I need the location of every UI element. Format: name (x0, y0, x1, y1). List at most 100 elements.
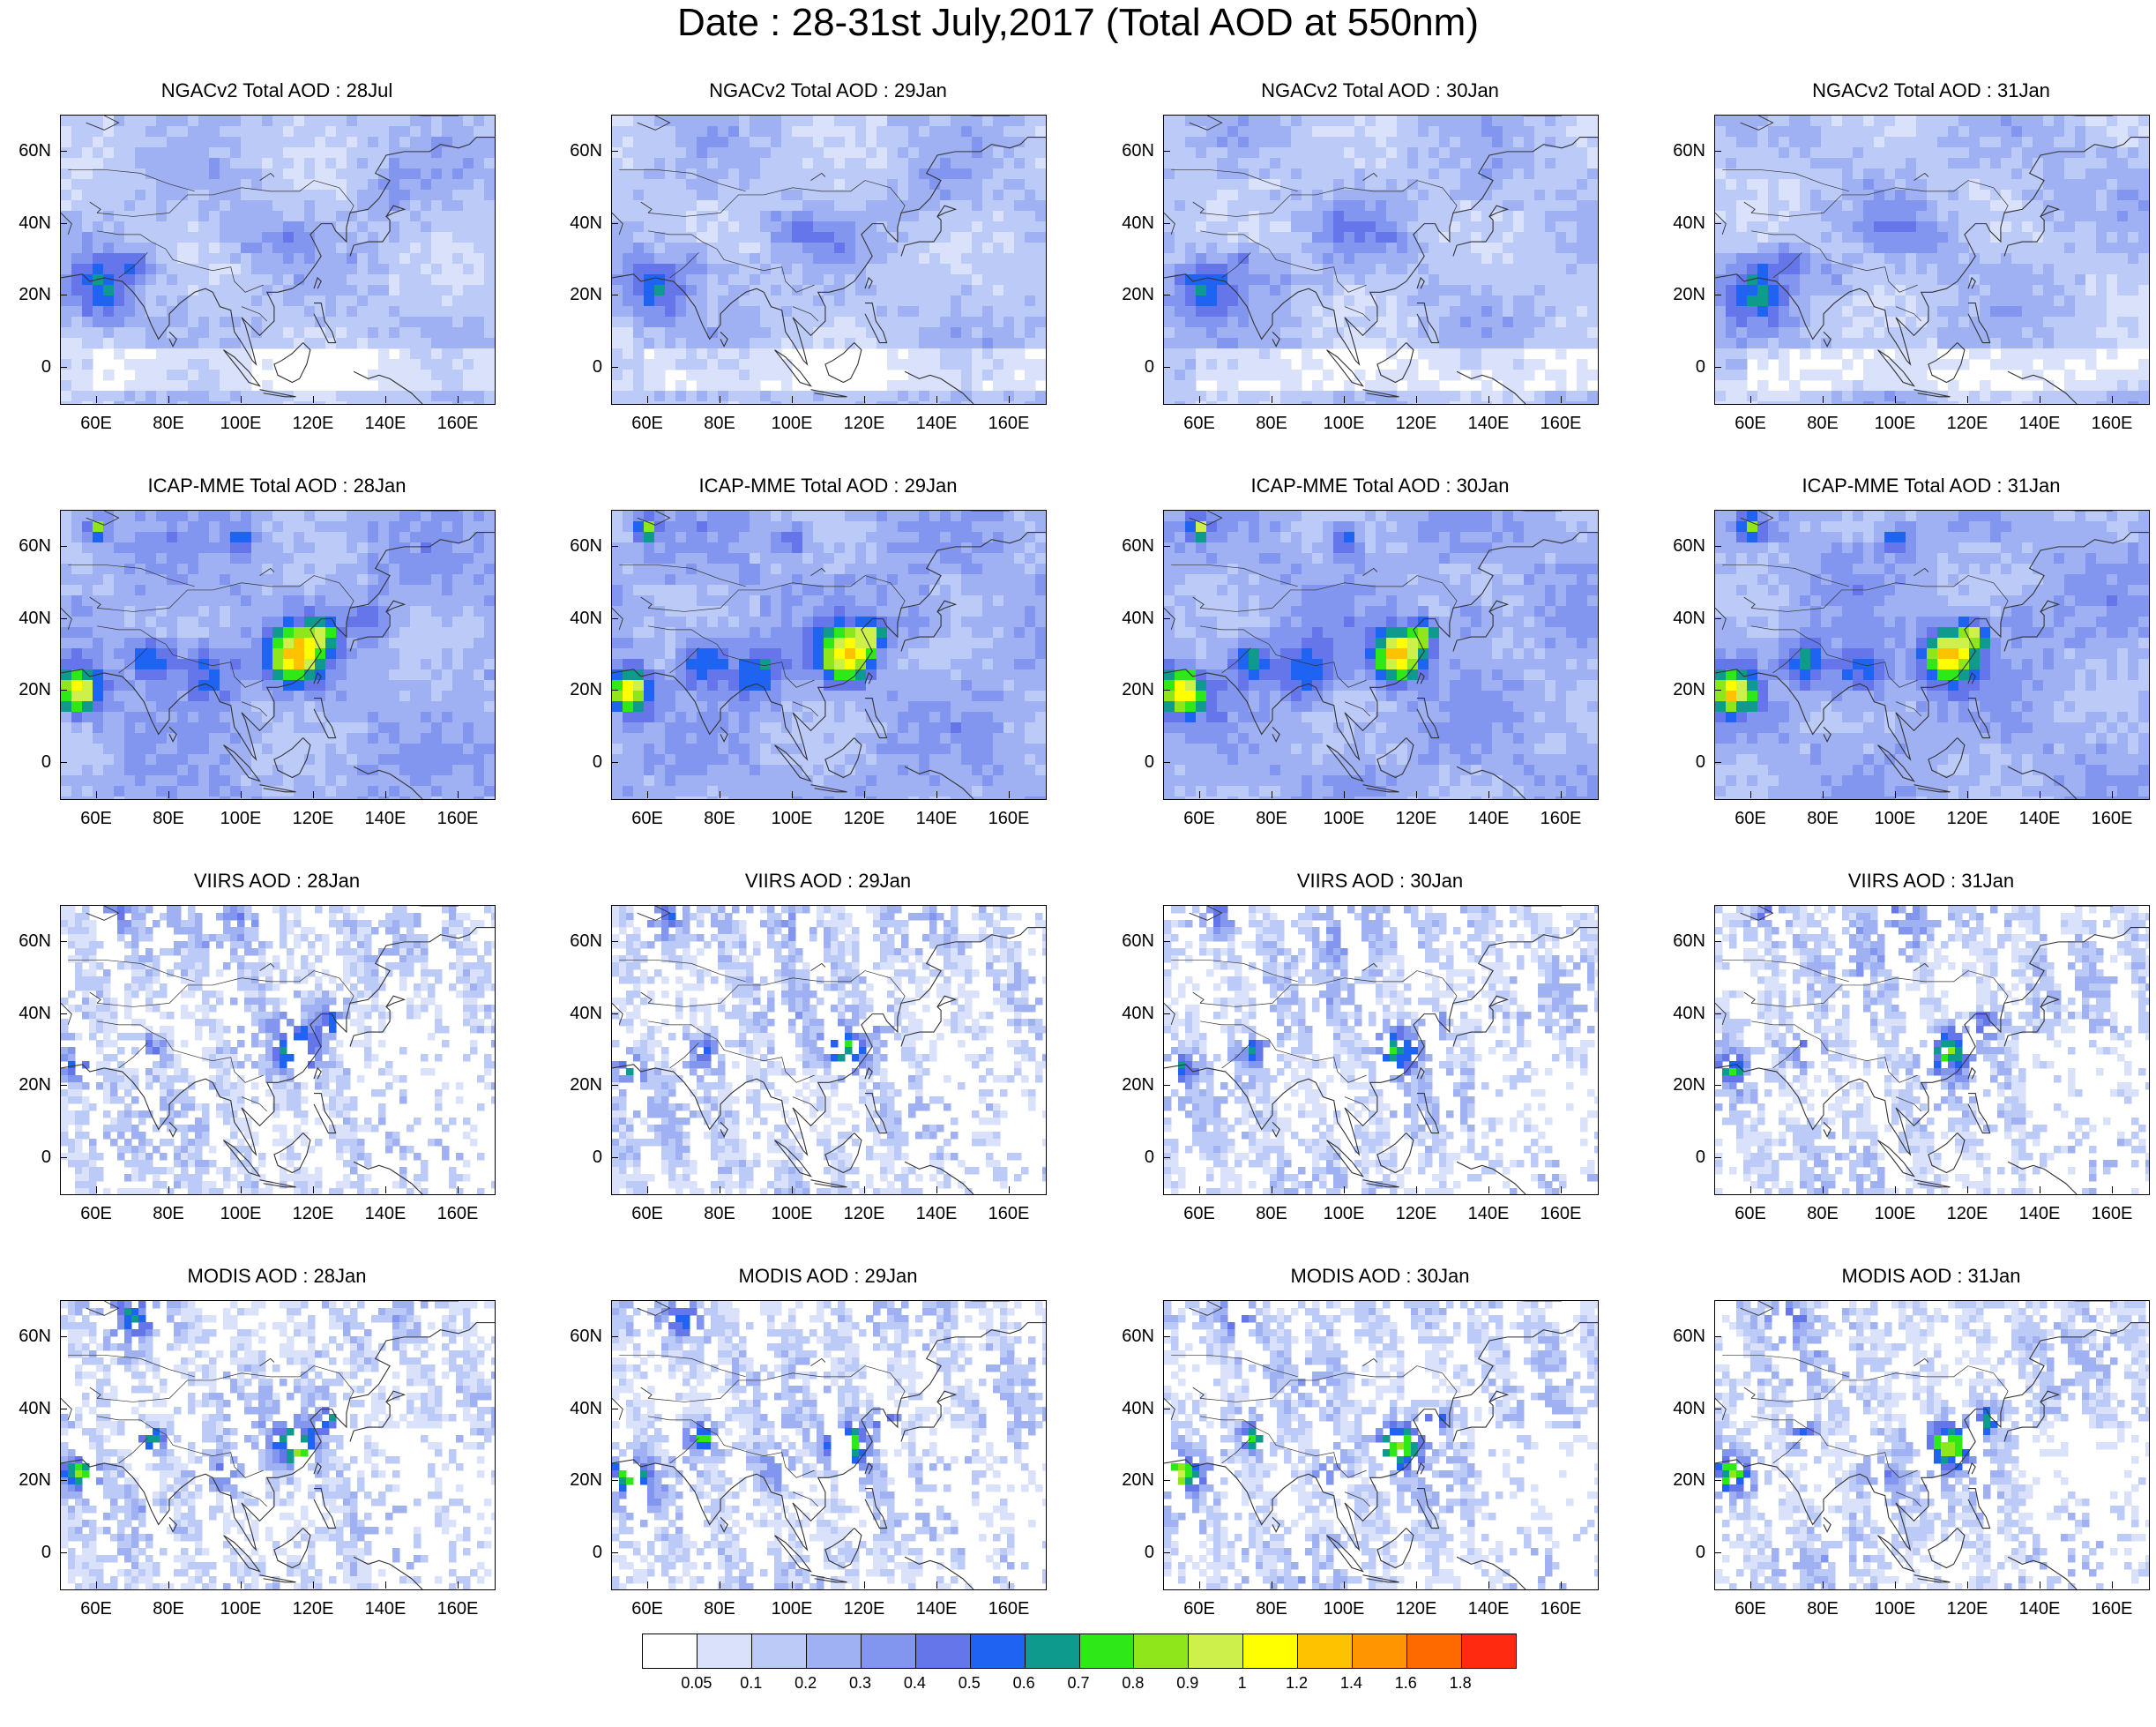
lat-tick-mark (611, 617, 618, 619)
lon-tick-mark (1199, 1186, 1200, 1193)
lon-tick-label: 160E (988, 1204, 1030, 1223)
country-border (647, 1365, 906, 1402)
lat-tick-label: 60N (19, 140, 51, 161)
lon-tick-label: 140E (2018, 1599, 2061, 1619)
lake-outline (1715, 608, 1727, 631)
aod-field (61, 511, 495, 799)
lat-tick-mark (1714, 545, 1721, 547)
coastline (61, 1321, 495, 1551)
lake-outline (1164, 213, 1175, 236)
map-panel (611, 1300, 1047, 1590)
lat-tick-mark (1163, 367, 1170, 369)
lon-tick-label: 60E (80, 809, 112, 828)
lake-outline (640, 1387, 653, 1399)
lake-outline (1914, 567, 1929, 576)
lat-tick-mark (1714, 367, 1721, 369)
lon-tick-label: 120E (843, 809, 885, 828)
coastline (612, 531, 1046, 761)
colorbar-swatch (1189, 1634, 1244, 1668)
lat-tick-mark (60, 367, 67, 369)
coastline (1456, 370, 1526, 404)
lat-tick-mark (60, 1480, 67, 1482)
country-border (1722, 1354, 1849, 1378)
lon-tick-label: 80E (153, 1204, 184, 1223)
lat-tick-mark (1163, 690, 1170, 692)
coastline (824, 1133, 862, 1174)
coastline (259, 1179, 296, 1188)
colorbar-label: 0.7 (1067, 1674, 1090, 1692)
lake-outline (1740, 116, 1774, 131)
lon-tick-mark (1967, 1581, 1968, 1589)
coastline (774, 1140, 812, 1178)
lake-outline (259, 1357, 275, 1366)
coastline (720, 726, 728, 743)
lat-tick-label: 40N (1122, 1003, 1154, 1023)
lake-outline (89, 596, 101, 609)
country-border (1772, 1043, 1802, 1069)
lon-tick-label: 60E (1183, 414, 1215, 433)
panel-title: MODIS AOD : 29Jan (738, 1265, 918, 1287)
lon-tick-mark (1823, 791, 1824, 798)
lon-tick-label: 120E (843, 1599, 885, 1619)
lon-tick-label: 120E (292, 1204, 334, 1223)
country-border (68, 1354, 195, 1378)
country-border (1171, 959, 1298, 983)
coastline (1376, 342, 1414, 384)
panel-title: NGACv2 Total AOD : 28Jul (160, 79, 393, 101)
lon-tick-label: 140E (915, 414, 958, 433)
coastline (223, 1535, 261, 1573)
lat-tick-label: 60N (1122, 535, 1154, 556)
lon-tick-mark (792, 396, 793, 403)
coastline (168, 1121, 177, 1138)
lon-tick-label: 160E (436, 809, 479, 828)
country-border (647, 970, 906, 1007)
coastline (273, 342, 311, 384)
lat-tick-mark (60, 545, 67, 547)
lon-tick-mark (241, 1186, 242, 1193)
country-border (241, 701, 267, 717)
lat-tick-mark (611, 1480, 618, 1482)
coastline (1376, 737, 1414, 779)
lake-outline (810, 962, 826, 971)
country-border (118, 1043, 148, 1069)
coastline (1416, 698, 1440, 739)
aod-field (612, 906, 1046, 1194)
lat-tick-label: 40N (1122, 1398, 1154, 1418)
lake-outline (1740, 511, 1774, 526)
lon-tick-mark (96, 396, 97, 403)
lon-tick-mark (647, 1186, 648, 1193)
lake-outline (1743, 991, 1756, 1004)
coastline (864, 698, 888, 739)
lat-tick-label: 40N (19, 213, 51, 233)
lon-tick-mark (864, 1581, 865, 1589)
lat-tick-mark (60, 940, 67, 942)
lat-tick-mark (1163, 222, 1170, 224)
coastline (259, 1574, 296, 1583)
colorbar-swatch (1243, 1634, 1299, 1668)
lon-tick-mark (96, 791, 97, 798)
map-panel (1163, 115, 1599, 405)
country-border (669, 1438, 699, 1464)
lon-tick-label: 100E (1323, 1204, 1365, 1223)
map-panel (611, 510, 1047, 800)
coastline (313, 303, 337, 344)
colorbar-swatch (1134, 1634, 1190, 1668)
lake-outline (1740, 906, 1774, 921)
lake-outline (259, 962, 275, 971)
map-panel (1714, 905, 2150, 1195)
coastline (900, 995, 958, 1047)
lake-outline (637, 906, 671, 921)
lat-tick-label: 0 (41, 1148, 51, 1168)
lat-tick-label: 60N (1122, 140, 1154, 161)
coastline (1326, 1535, 1364, 1573)
coastline (1416, 303, 1440, 344)
coastline (1877, 744, 1915, 782)
coastline (612, 926, 1046, 1156)
coastline (2007, 766, 2078, 799)
lon-tick-mark (1199, 396, 1200, 403)
lon-tick-mark (1561, 396, 1562, 403)
lon-tick-mark (2112, 791, 2113, 798)
map-panel (60, 905, 496, 1195)
lat-tick-label: 0 (592, 1148, 602, 1168)
country-border (118, 252, 148, 279)
